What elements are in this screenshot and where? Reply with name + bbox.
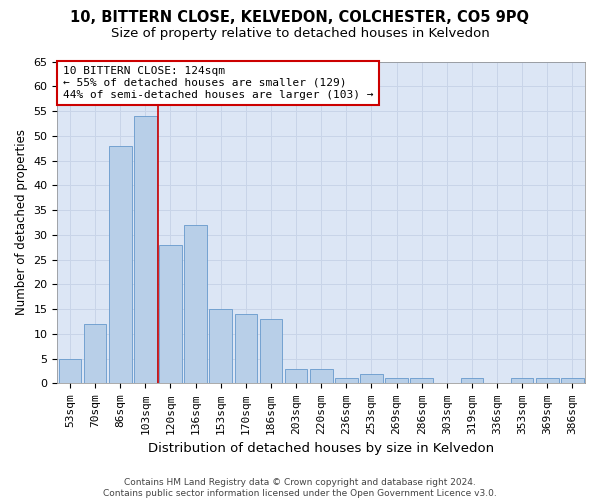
Text: Contains HM Land Registry data © Crown copyright and database right 2024.
Contai: Contains HM Land Registry data © Crown c… xyxy=(103,478,497,498)
Bar xyxy=(134,116,157,384)
X-axis label: Distribution of detached houses by size in Kelvedon: Distribution of detached houses by size … xyxy=(148,442,494,455)
Bar xyxy=(561,378,584,384)
Bar xyxy=(461,378,483,384)
Text: Size of property relative to detached houses in Kelvedon: Size of property relative to detached ho… xyxy=(110,28,490,40)
Bar xyxy=(310,368,332,384)
Bar xyxy=(536,378,559,384)
Bar xyxy=(260,319,282,384)
Bar xyxy=(285,368,307,384)
Bar xyxy=(109,146,131,384)
Text: 10 BITTERN CLOSE: 124sqm
← 55% of detached houses are smaller (129)
44% of semi-: 10 BITTERN CLOSE: 124sqm ← 55% of detach… xyxy=(62,66,373,100)
Bar xyxy=(511,378,533,384)
Text: 10, BITTERN CLOSE, KELVEDON, COLCHESTER, CO5 9PQ: 10, BITTERN CLOSE, KELVEDON, COLCHESTER,… xyxy=(71,10,530,25)
Y-axis label: Number of detached properties: Number of detached properties xyxy=(15,130,28,316)
Bar xyxy=(159,245,182,384)
Bar xyxy=(184,225,207,384)
Bar xyxy=(84,324,106,384)
Bar xyxy=(385,378,408,384)
Bar xyxy=(59,358,81,384)
Bar xyxy=(360,374,383,384)
Bar xyxy=(209,309,232,384)
Bar xyxy=(335,378,358,384)
Bar xyxy=(410,378,433,384)
Bar xyxy=(235,314,257,384)
